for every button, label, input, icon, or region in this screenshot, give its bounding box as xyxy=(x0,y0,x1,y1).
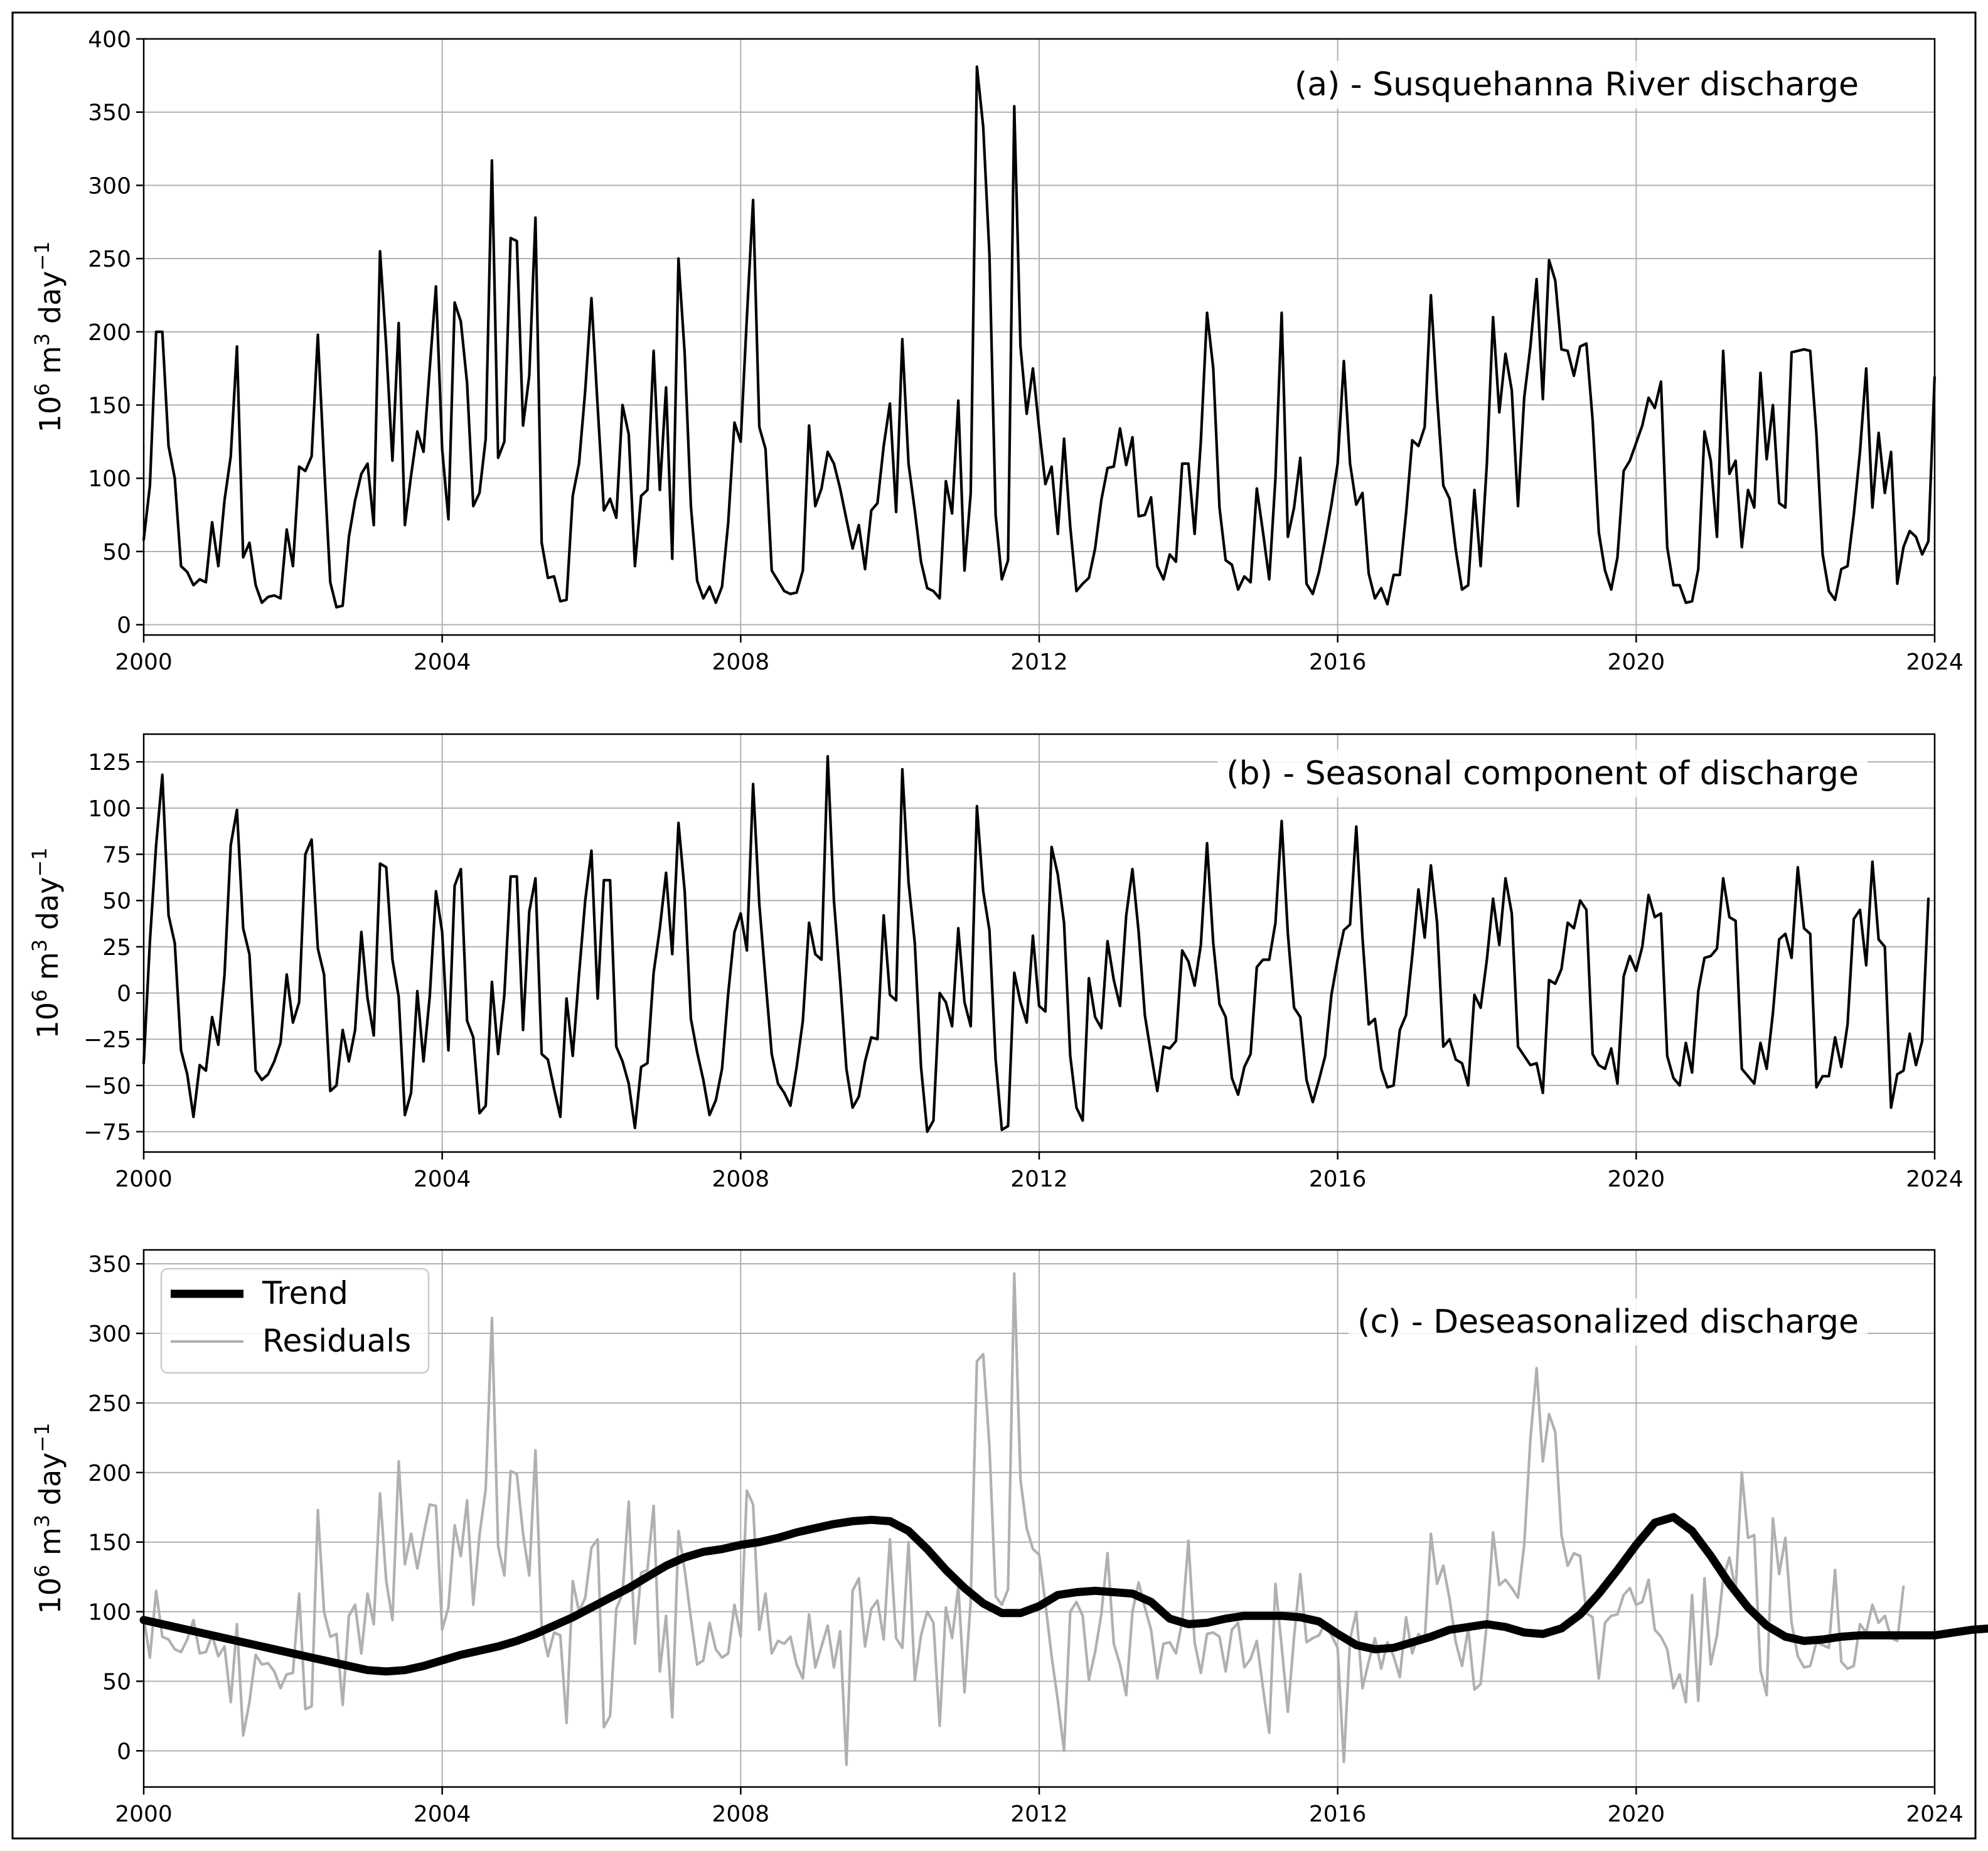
panel-c-y-tick-label: 0 xyxy=(117,1739,131,1764)
panel-b-x-tick-label: 2024 xyxy=(1906,1166,1964,1192)
panel-a-y-axis-label: 106 m3 day−1 xyxy=(30,241,67,432)
panel-c-x-tick-label: 2008 xyxy=(712,1801,770,1827)
panel-b-y-tick-label: 25 xyxy=(102,935,131,961)
panel-a-y-tick-label: 0 xyxy=(117,613,131,639)
panel-b-x-tick-label: 2020 xyxy=(1608,1166,1665,1192)
panel-a-y-tick-label: 350 xyxy=(88,100,131,126)
panel-c-deseasonalized: 2000 2004 2008 2012 2016 2020 2024 0 50 100 150 200… xyxy=(30,1249,1988,1827)
panel-b-y-tick-label: 0 xyxy=(117,981,131,1007)
panel-b-y-axis-label: 106 m3 day−1 xyxy=(28,847,65,1038)
panel-a-x-tick-label: 2016 xyxy=(1309,649,1367,675)
legend-trend-label: Trend xyxy=(262,1275,348,1311)
panel-b-x-tick-label: 2016 xyxy=(1309,1166,1367,1192)
panel-b-y-tick-label: 125 xyxy=(88,750,131,776)
panel-c-y-tick-label: 50 xyxy=(102,1669,131,1695)
panel-a-x-tick-label: 2012 xyxy=(1010,649,1068,675)
panel-c-x-tick-label: 2004 xyxy=(414,1801,471,1827)
panel-b-x-tick-label: 2004 xyxy=(414,1166,471,1192)
panel-a-x-tick-label: 2008 xyxy=(712,649,770,675)
panel-c-y-tick-label: 100 xyxy=(88,1600,131,1626)
panel-b-y-tick-label: −25 xyxy=(83,1027,131,1053)
panel-a-x-tick-label: 2020 xyxy=(1608,649,1665,675)
panel-c-title: (c) - Deseasonalized discharge xyxy=(1357,1303,1859,1341)
panel-a-y-tick-label: 50 xyxy=(102,540,131,565)
panel-a-y-tick-label: 150 xyxy=(88,393,131,419)
panel-c-x-tick-label: 2000 xyxy=(115,1801,173,1827)
panel-b-y-tick-label: −75 xyxy=(83,1120,131,1146)
panel-b-y-tick-label: −50 xyxy=(83,1074,131,1099)
panel-a-y-tick-label: 200 xyxy=(88,320,131,346)
panel-b-seasonal: 2000 2004 2008 2012 2016 2020 2024 −75 −50 −25 0 25… xyxy=(28,733,1964,1192)
panel-a-discharge: 2000 2004 2008 2012 2016 2020 2024 0 50 100 150 200… xyxy=(30,27,1964,675)
panel-c-title-background xyxy=(1349,1298,1868,1346)
panel-b-title-background xyxy=(1217,750,1868,797)
panel-a-x-tick-label: 2004 xyxy=(414,649,471,675)
panel-a-series-line xyxy=(142,65,1936,609)
panel-a-title-background xyxy=(1285,61,1868,109)
panel-c-x-tick-label: 2024 xyxy=(1906,1801,1964,1827)
panel-b-y-tick-label: 75 xyxy=(102,843,131,868)
panel-b-y-tick-label: 50 xyxy=(102,888,131,914)
panel-c-x-tick-label: 2016 xyxy=(1309,1801,1367,1827)
legend-residuals-label: Residuals xyxy=(262,1323,411,1359)
panel-b-series-line xyxy=(142,755,1930,1133)
panel-b-x-tick-label: 2008 xyxy=(712,1166,770,1192)
panel-c-y-tick-label: 200 xyxy=(88,1461,131,1486)
panel-a-y-tick-label: 250 xyxy=(88,247,131,272)
panel-c-x-tick-label: 2020 xyxy=(1608,1801,1665,1827)
panel-b-title: (b) - Seasonal component of discharge xyxy=(1226,755,1859,792)
panel-a-x-tick-label: 2000 xyxy=(115,649,173,675)
panel-c-y-tick-label: 150 xyxy=(88,1530,131,1556)
panel-a-y-tick-label: 100 xyxy=(88,466,131,492)
residuals-line xyxy=(142,1272,1905,1766)
panel-c-y-tick-label: 350 xyxy=(88,1252,131,1278)
panel-a-y-tick-label: 300 xyxy=(88,173,131,199)
panel-b-x-tick-label: 2012 xyxy=(1010,1166,1068,1192)
panel-c-y-tick-label: 300 xyxy=(88,1321,131,1347)
panel-c-y-axis-label: 106 m3 day−1 xyxy=(30,1422,67,1614)
panel-b-x-tick-label: 2000 xyxy=(115,1166,173,1192)
panel-a-y-tick-label: 400 xyxy=(88,27,131,53)
panel-a-x-tick-label: 2024 xyxy=(1906,649,1964,675)
panel-b-y-tick-label: 100 xyxy=(88,796,131,822)
panel-a-title: (a) - Susquehanna River discharge xyxy=(1295,66,1859,104)
panel-c-x-tick-label: 2012 xyxy=(1010,1801,1068,1827)
legend: Trend Residuals xyxy=(160,1267,430,1374)
panel-c-y-tick-label: 250 xyxy=(88,1391,131,1417)
trend-line xyxy=(139,1513,1988,1676)
